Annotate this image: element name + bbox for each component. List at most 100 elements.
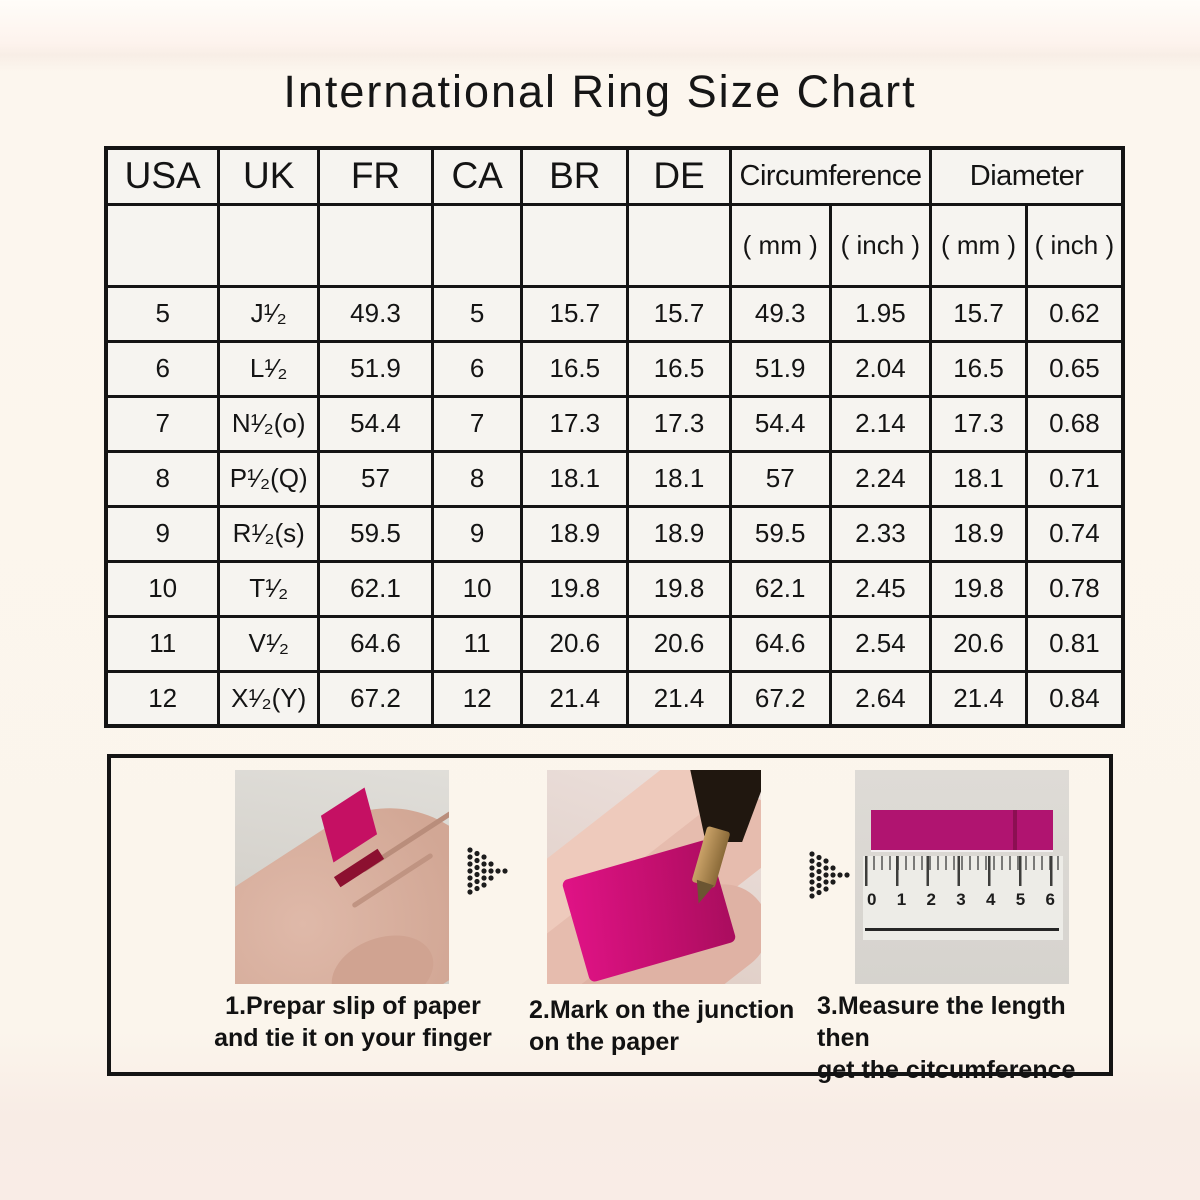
size-cell: 54.4 bbox=[728, 394, 832, 453]
ring-size-table: USA UK FR CA BR DE Circumference Diamete… bbox=[104, 146, 1125, 728]
dotted-arrow-icon bbox=[809, 851, 850, 899]
size-cell: 16.5 bbox=[626, 339, 732, 398]
step-2-caption: 2.Mark on the junction on the paper bbox=[529, 994, 803, 1058]
size-cell: 19.8 bbox=[929, 559, 1028, 618]
unit-diameter-inch: ( inch ) bbox=[1024, 202, 1125, 288]
size-cell: 17.3 bbox=[520, 394, 630, 453]
size-cell: 19.8 bbox=[626, 559, 732, 618]
size-cell: 62.1 bbox=[317, 559, 434, 618]
table-row: 7 N¹⁄₂(o) 54.4 7 17.3 17.3 54.4 2.14 17.3 0.68 bbox=[104, 394, 1125, 453]
ruler-long-ticks bbox=[865, 856, 1061, 886]
size-cell: 20.6 bbox=[626, 614, 732, 673]
size-cell: X¹⁄₂(Y) bbox=[217, 669, 321, 728]
size-cell: N¹⁄₂(o) bbox=[217, 394, 321, 453]
size-cell: L¹⁄₂ bbox=[217, 339, 321, 398]
size-cell: 54.4 bbox=[317, 394, 434, 453]
size-cell: 2.24 bbox=[828, 449, 933, 508]
size-cell: 18.1 bbox=[626, 449, 732, 508]
size-cell: 0.74 bbox=[1024, 504, 1125, 563]
size-cell: 59.5 bbox=[317, 504, 434, 563]
column-header-diameter: Diameter bbox=[929, 146, 1125, 206]
column-header-de: DE bbox=[626, 146, 732, 206]
step-3-caption: 3.Measure the length then get the citcum… bbox=[817, 990, 1113, 1086]
size-cell: 6 bbox=[430, 339, 524, 398]
size-cell: 20.6 bbox=[929, 614, 1028, 673]
empty-cell bbox=[317, 202, 434, 288]
step-1-caption-line-2: and tie it on your finger bbox=[214, 1024, 492, 1052]
size-cell: 67.2 bbox=[317, 669, 434, 728]
empty-cell bbox=[217, 202, 321, 288]
size-cell: 2.33 bbox=[828, 504, 933, 563]
size-cell: 7 bbox=[430, 394, 524, 453]
step-1-caption: 1.Prepar slip of paper and tie it on you… bbox=[207, 990, 499, 1054]
size-cell: 2.14 bbox=[828, 394, 933, 453]
unit-diameter-mm: ( mm ) bbox=[929, 202, 1028, 288]
table-header-row: USA UK FR CA BR DE Circumference Diamete… bbox=[104, 146, 1125, 206]
size-cell: 11 bbox=[104, 614, 221, 673]
size-cell: 9 bbox=[430, 504, 524, 563]
ruler-number: 3 bbox=[956, 890, 966, 909]
step-1-caption-line-1: 1.Prepar slip of paper bbox=[225, 992, 481, 1020]
size-cell: 19.8 bbox=[520, 559, 630, 618]
size-cell: J¹⁄₂ bbox=[217, 284, 321, 343]
size-cell: 7 bbox=[104, 394, 221, 453]
table-row: 6 L¹⁄₂ 51.9 6 16.5 16.5 51.9 2.04 16.5 0.65 bbox=[104, 339, 1125, 398]
empty-cell bbox=[520, 202, 630, 288]
size-cell: 9 bbox=[104, 504, 221, 563]
table-row: 8 P¹⁄₂(Q) 57 8 18.1 18.1 57 2.24 18.1 0.71 bbox=[104, 449, 1125, 508]
size-cell: 17.3 bbox=[929, 394, 1028, 453]
size-cell: 18.1 bbox=[520, 449, 630, 508]
size-cell: 21.4 bbox=[929, 669, 1028, 728]
size-cell: 57 bbox=[728, 449, 832, 508]
size-cell: 12 bbox=[104, 669, 221, 728]
size-cell: 64.6 bbox=[317, 614, 434, 673]
ruler-number: 0 bbox=[867, 890, 877, 909]
step-3-caption-line-1: 3.Measure the length then bbox=[817, 992, 1066, 1052]
size-cell: 51.9 bbox=[728, 339, 832, 398]
size-cell: V¹⁄₂ bbox=[217, 614, 321, 673]
size-cell: 21.4 bbox=[520, 669, 630, 728]
size-cell: 0.62 bbox=[1024, 284, 1125, 343]
junction-mark bbox=[1013, 810, 1017, 850]
size-cell: 2.64 bbox=[828, 669, 933, 728]
ruler-edge-line bbox=[865, 928, 1059, 931]
size-cell: P¹⁄₂(Q) bbox=[217, 449, 321, 508]
size-cell: 18.9 bbox=[929, 504, 1028, 563]
size-cell: R¹⁄₂(s) bbox=[217, 504, 321, 563]
size-cell: 49.3 bbox=[317, 284, 434, 343]
size-cell: 15.7 bbox=[626, 284, 732, 343]
step-2-caption-line-2: on the paper bbox=[529, 1028, 680, 1056]
size-cell: 1.95 bbox=[828, 284, 933, 343]
column-header-uk: UK bbox=[217, 146, 321, 206]
size-cell: 5 bbox=[430, 284, 524, 343]
size-cell: 10 bbox=[104, 559, 221, 618]
table-row: 12 X¹⁄₂(Y) 67.2 12 21.4 21.4 67.2 2.64 21.4 0.84 bbox=[104, 669, 1125, 728]
size-cell: 5 bbox=[104, 284, 221, 343]
size-cell: 2.45 bbox=[828, 559, 933, 618]
ruler-number: 6 bbox=[1045, 890, 1055, 909]
measuring-instructions-panel: 0 1 2 3 4 5 6 1.Prepar slip of paper and… bbox=[107, 754, 1113, 1084]
step-3-caption-line-2: get the citcumference bbox=[817, 1056, 1076, 1084]
empty-cell bbox=[626, 202, 732, 288]
size-cell: 2.04 bbox=[828, 339, 933, 398]
table-row: 5 J¹⁄₂ 49.3 5 15.7 15.7 49.3 1.95 15.7 0.62 bbox=[104, 284, 1125, 343]
column-header-br: BR bbox=[520, 146, 630, 206]
size-cell: 0.81 bbox=[1024, 614, 1125, 673]
size-cell: 15.7 bbox=[520, 284, 630, 343]
page-title: International Ring Size Chart bbox=[283, 66, 917, 117]
photo-step-2-mark-paper bbox=[547, 770, 761, 984]
size-cell: 51.9 bbox=[317, 339, 434, 398]
photo-step-1-tie-paper bbox=[235, 770, 449, 984]
step-2-caption-line-1: 2.Mark on the junction bbox=[529, 996, 795, 1024]
size-cell: 59.5 bbox=[728, 504, 832, 563]
ruler-numbers: 0 1 2 3 4 5 6 bbox=[867, 890, 1055, 910]
size-cell: 16.5 bbox=[520, 339, 630, 398]
size-cell: T¹⁄₂ bbox=[217, 559, 321, 618]
photo-step-3-measure-ruler: 0 1 2 3 4 5 6 bbox=[855, 770, 1069, 984]
column-header-usa: USA bbox=[104, 146, 221, 206]
size-cell: 8 bbox=[104, 449, 221, 508]
size-cell: 2.54 bbox=[828, 614, 933, 673]
empty-cell bbox=[430, 202, 524, 288]
size-cell: 10 bbox=[430, 559, 524, 618]
